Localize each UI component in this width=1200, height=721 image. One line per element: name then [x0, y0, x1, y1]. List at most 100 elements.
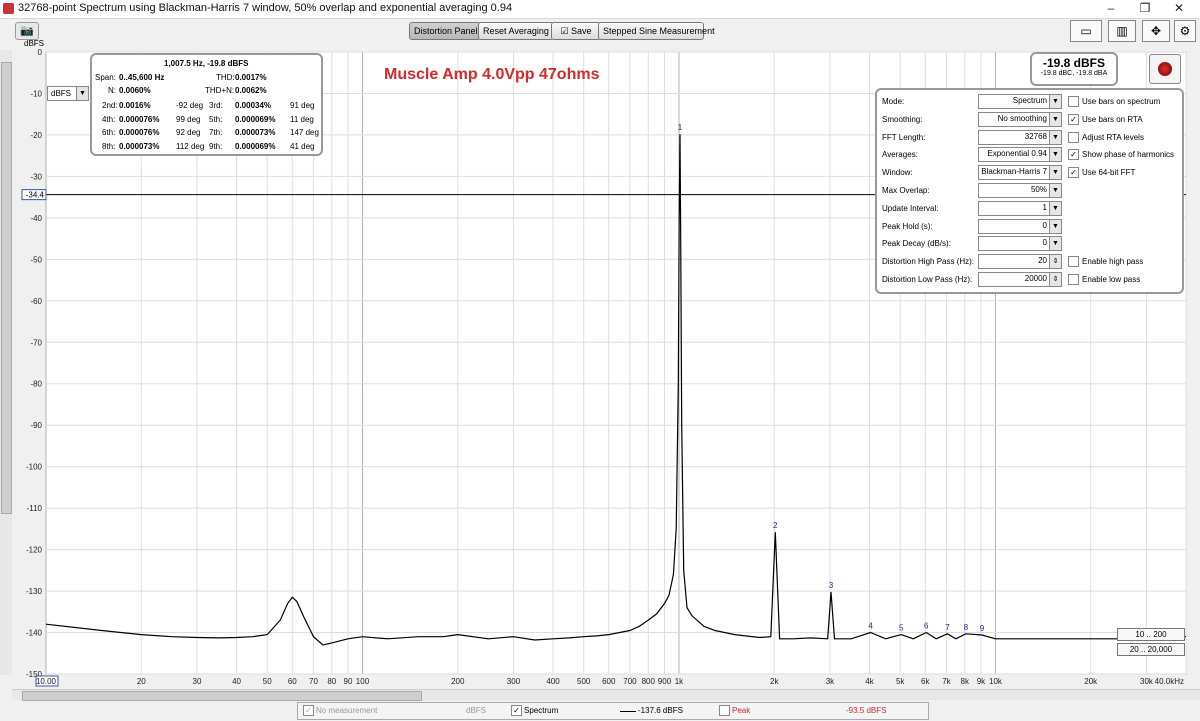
settings-control[interactable]: 0 ▼	[978, 236, 1062, 252]
peak-checkbox[interactable]	[719, 705, 730, 716]
spectrum-trace	[45, 134, 1187, 646]
harmonic-value: 0.000069%	[235, 114, 276, 124]
x-tick-label: 90	[344, 677, 353, 686]
x-tick-label: 10.00	[36, 677, 57, 686]
x-tick-label: 80	[327, 677, 336, 686]
range-button-full[interactable]: 20 .. 20,000	[1117, 643, 1185, 656]
harmonic-label: 2nd:	[102, 101, 118, 110]
legend-unit: dBFS	[466, 706, 487, 715]
settings-checkbox[interactable]: ✓	[1068, 113, 1079, 125]
chevron-down-icon: ▼	[1049, 219, 1061, 233]
range-button-low[interactable]: 10 .. 200	[1117, 628, 1185, 641]
settings-checkbox[interactable]	[1068, 131, 1079, 143]
x-start-box	[35, 675, 59, 687]
cursor-level-label: -34.4	[26, 191, 45, 200]
no-measurement-checkbox[interactable]: ✓	[303, 705, 314, 716]
settings-row: Distortion Low Pass (Hz): 20000 ⇕ Enable lo…	[882, 272, 1177, 288]
move-icon[interactable]: ✥	[1142, 20, 1170, 42]
spectrum-value: -137.6 dBFS	[638, 706, 683, 715]
settings-value: Spectrum	[1012, 96, 1047, 105]
vertical-scrollbar[interactable]	[0, 50, 12, 675]
harmonic-label: 3rd:	[209, 101, 223, 110]
settings-value: 1	[1042, 202, 1047, 212]
camera-icon[interactable]: 📷	[15, 22, 39, 40]
settings-checkbox[interactable]: ✓	[1068, 149, 1079, 161]
save-button[interactable]: ☑ Save	[551, 22, 601, 40]
settings-control[interactable]: Blackman-Harris 7 ▼	[978, 165, 1062, 181]
spectrum-checkbox[interactable]: ✓	[511, 705, 522, 716]
settings-checkbox-label: Use 64-bit FFT	[1082, 168, 1136, 178]
settings-control[interactable]: 50% ▼	[978, 183, 1062, 198]
columns-icon[interactable]: ▥	[1108, 20, 1136, 42]
toolbar: Distortion Panel Reset Averaging ☑ Save …	[0, 18, 1200, 44]
settings-label: Distortion Low Pass (Hz):	[882, 275, 973, 284]
n-label: N:	[108, 86, 116, 95]
chevron-down-icon: ▼	[1049, 237, 1061, 251]
settings-value: 0	[1042, 220, 1047, 230]
maximize-button[interactable]: ❐	[1139, 1, 1151, 15]
settings-control[interactable]: 32768 ▼	[978, 129, 1062, 145]
level-main: -19.8 dBFS	[1042, 56, 1105, 70]
settings-control[interactable]: No smoothing ▼	[978, 111, 1062, 127]
record-button[interactable]	[1149, 54, 1181, 84]
y-tick-label: -110	[27, 504, 43, 513]
x-tick-label: 800	[642, 677, 656, 686]
x-tick-label: 40.0kHz	[1155, 677, 1184, 686]
x-tick-label: 10k	[989, 677, 1003, 686]
settings-checkbox[interactable]	[1068, 96, 1079, 107]
x-tick-label: 7k	[942, 677, 951, 686]
settings-row: Window: Blackman-Harris 7 ▼ ✓ Use 64-bit FFT	[882, 165, 1177, 181]
settings-label: Peak Decay (dB/s):	[882, 239, 951, 249]
x-tick-label: 60	[288, 677, 297, 686]
harmonic-marker: 1	[678, 123, 683, 132]
settings-checkbox[interactable]	[1068, 256, 1079, 268]
stepped-sine-button[interactable]: Stepped Sine Measurement	[598, 22, 715, 40]
y-unit-label: dBFS	[24, 39, 45, 48]
harmonic-label: 7th:	[209, 128, 223, 137]
chevron-down-icon: ▼	[1049, 166, 1061, 180]
settings-label: Averages:	[882, 150, 918, 160]
settings-control[interactable]: 20000 ⇕	[978, 272, 1062, 287]
settings-control[interactable]: 20 ⇕	[978, 254, 1062, 270]
harmonic-marker: 6	[924, 622, 929, 631]
level-display: -19.8 dBFS -19.8 dBC, -19.8 dBA	[1030, 52, 1118, 86]
reset-averaging-button[interactable]: Reset Averaging	[478, 22, 554, 40]
unit-select[interactable]: dBFS ▼	[47, 86, 89, 101]
spinner-icon: ⇕	[1049, 273, 1061, 286]
thdn-label: THD+N:	[205, 86, 235, 95]
vertical-scroll-thumb[interactable]	[1, 62, 12, 514]
settings-control[interactable]: 1 ▼	[978, 200, 1062, 216]
span-value: 0..45,600 Hz	[119, 73, 165, 82]
chevron-down-icon: ▼	[1049, 112, 1061, 126]
x-tick-label: 600	[602, 677, 616, 686]
horizontal-scrollbar[interactable]	[12, 689, 1200, 701]
settings-value: 0	[1042, 238, 1047, 248]
title-bar: 32768-point Spectrum using Blackman-Harr…	[0, 0, 1200, 19]
gear-icon[interactable]: ⚙	[1174, 20, 1196, 42]
x-tick-label: 2k	[770, 677, 779, 686]
layout-icon[interactable]: ▭	[1070, 20, 1102, 42]
horizontal-scroll-thumb[interactable]	[22, 691, 422, 701]
settings-control[interactable]: Exponential 0.94 ▼	[978, 147, 1062, 163]
x-tick-label: 3k	[826, 677, 835, 686]
x-tick-label: 5k	[896, 677, 905, 686]
settings-control[interactable]: Spectrum ▼	[978, 94, 1062, 109]
close-button[interactable]: ✕	[1173, 1, 1185, 15]
settings-control[interactable]: 0 ▼	[978, 218, 1062, 234]
harmonic-marker: 4	[868, 622, 873, 631]
app-icon	[3, 3, 14, 14]
settings-row: Mode: Spectrum ▼ Use bars on spectrum	[882, 94, 1177, 110]
harmonic-value: 0.00034%	[235, 101, 272, 110]
distortion-panel-button[interactable]: Distortion Panel	[409, 22, 481, 40]
minimize-button[interactable]: –	[1107, 1, 1115, 15]
level-sub: -19.8 dBC, -19.8 dBA	[1040, 70, 1108, 77]
settings-checkbox[interactable]: ✓	[1068, 167, 1079, 179]
harmonic-phase: 99 deg	[176, 114, 201, 124]
thd-value: 0.0017%	[235, 73, 267, 82]
settings-row: Peak Decay (dB/s): 0 ▼	[882, 236, 1177, 252]
settings-value: 32768	[1024, 131, 1047, 141]
cursor-box	[21, 189, 47, 201]
n-value: 0.0060%	[119, 86, 151, 95]
x-tick-label: 1k	[675, 677, 684, 686]
settings-checkbox[interactable]	[1068, 274, 1079, 285]
